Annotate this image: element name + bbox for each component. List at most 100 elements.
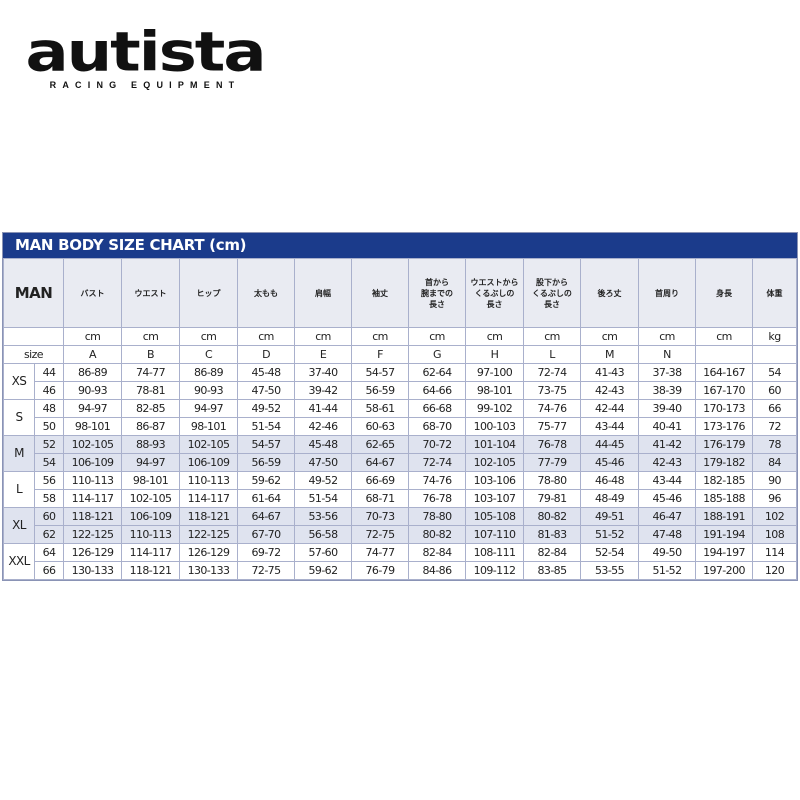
measurement-cell: 109-112 <box>465 561 524 580</box>
measurement-cell: 194-197 <box>695 543 753 562</box>
measurement-cell: 102-105 <box>121 489 180 508</box>
measurement-cell: 53-56 <box>294 507 352 526</box>
measurement-cell: 39-42 <box>294 381 352 400</box>
measurement-cell: 48-49 <box>580 489 639 508</box>
table-row: M 52 102-105 88-93 102-105 54-57 45-48 62-65 70-… <box>3 435 797 472</box>
measurement-cell: 70-72 <box>408 435 466 454</box>
measurement-cell: 47-50 <box>237 381 295 400</box>
measure-letter: F <box>351 345 409 364</box>
measurement-cell: 182-185 <box>695 471 753 490</box>
measurement-cell: 49-51 <box>580 507 639 526</box>
measurement-cell: 76-78 <box>523 435 581 454</box>
measurement-cell: 77-79 <box>523 453 581 472</box>
table-row: L 56 110-113 98-101 110-113 59-62 49-52 66-69 74… <box>3 471 797 508</box>
table-row: 58 114-117 102-105 114-117 61-64 51-54 68-71 76… <box>4 489 797 508</box>
measurement-cell: 106-109 <box>179 453 238 472</box>
measurement-cell: 86-89 <box>63 363 122 382</box>
measurement-cell: 99-102 <box>465 399 524 418</box>
measurement-cell: 86-89 <box>179 363 238 382</box>
measurement-cell: 42-43 <box>580 381 639 400</box>
measurement-cell: 66 <box>752 399 797 418</box>
logo-tagline: RACING EQUIPMENT <box>49 80 241 90</box>
measurement-cell: 72-74 <box>523 363 581 382</box>
size-group-label: S <box>3 399 35 436</box>
units-row: cm cm cm cm cm cm cm cm cm cm cm cm kg <box>3 327 797 346</box>
measurement-cell: 94-97 <box>121 453 180 472</box>
measurement-cell: 170-173 <box>695 399 753 418</box>
size-number: 62 <box>34 525 64 544</box>
measurement-cell: 173-176 <box>695 417 753 436</box>
measurement-cell: 90-93 <box>63 381 122 400</box>
svg-text:autista: autista <box>25 21 264 80</box>
table-row: 46 90-93 78-81 90-93 47-50 39-42 56-59 64-66 98-… <box>4 381 797 400</box>
corner-man-label: MAN <box>3 258 64 328</box>
unit-cell: kg <box>752 327 797 346</box>
measurement-cell: 96 <box>752 489 797 508</box>
measurement-cell: 72-75 <box>237 561 295 580</box>
size-group-label: XS <box>3 363 35 400</box>
measurement-cell: 108 <box>752 525 797 544</box>
measurement-cell: 49-52 <box>237 399 295 418</box>
size-number: 44 <box>34 363 64 382</box>
measurement-cell: 44-45 <box>580 435 639 454</box>
measurement-cell: 122-125 <box>179 525 238 544</box>
size-group-label: XXL <box>3 543 35 580</box>
measure-letter: A <box>63 345 122 364</box>
size-number: 54 <box>34 453 64 472</box>
measurement-cell: 42-43 <box>638 453 696 472</box>
measurement-cell: 54-57 <box>351 363 409 382</box>
measurement-cell: 98-101 <box>121 471 180 490</box>
table-row: 54 106-109 94-97 106-109 56-59 47-50 64-67 72-7… <box>4 453 797 472</box>
measurement-cell: 130-133 <box>63 561 122 580</box>
column-header: ウエスト <box>121 258 180 328</box>
measurement-cell: 72-75 <box>351 525 409 544</box>
measurement-cell: 51-54 <box>294 489 352 508</box>
table-row: 62 122-125 110-113 122-125 67-70 56-58 72-75 80… <box>4 525 797 544</box>
measurement-cell: 126-129 <box>63 543 122 562</box>
measurement-cell: 83-85 <box>523 561 581 580</box>
size-table: MAN バスト ウエスト ヒップ 太もも 肩幅 袖丈 首から 腕までの 長さ ウエストから くる… <box>3 258 797 580</box>
measurement-cell: 79-81 <box>523 489 581 508</box>
unit-cell: cm <box>351 327 409 346</box>
measurement-cell: 114-117 <box>121 543 180 562</box>
measurement-cell: 110-113 <box>63 471 122 490</box>
measurement-cell: 107-110 <box>465 525 524 544</box>
measure-letter: G <box>408 345 466 364</box>
measurement-cell: 105-108 <box>465 507 524 526</box>
measurement-cell: 49-52 <box>294 471 352 490</box>
measurement-cell: 122-125 <box>63 525 122 544</box>
column-header: 袖丈 <box>351 258 409 328</box>
measurement-cell: 60 <box>752 381 797 400</box>
measurement-cell: 120 <box>752 561 797 580</box>
measurement-cell: 45-46 <box>580 453 639 472</box>
measurement-cell: 51-54 <box>237 417 295 436</box>
measurement-cell: 103-106 <box>465 471 524 490</box>
measurement-cell: 51-52 <box>580 525 639 544</box>
measurement-cell: 114 <box>752 543 797 562</box>
measurement-cell: 88-93 <box>121 435 180 454</box>
measurement-cell: 51-52 <box>638 561 696 580</box>
measurement-cell: 101-104 <box>465 435 524 454</box>
autista-logo-mark: autista <box>25 21 266 84</box>
measurement-cell: 106-109 <box>121 507 180 526</box>
measurement-cell: 78-80 <box>408 507 466 526</box>
measurement-cell: 76-79 <box>351 561 409 580</box>
measurement-cell: 62-64 <box>408 363 466 382</box>
table-row: 50 98-101 86-87 98-101 51-54 42-46 60-63 68-70 1… <box>4 417 797 436</box>
measurement-cell: 74-76 <box>523 399 581 418</box>
measurement-cell: 42-46 <box>294 417 352 436</box>
measurement-cell: 118-121 <box>121 561 180 580</box>
measurement-cell: 78 <box>752 435 797 454</box>
size-group-label: L <box>3 471 35 508</box>
measurement-cell: 108-111 <box>465 543 524 562</box>
measurement-cell: 90-93 <box>179 381 238 400</box>
measurement-cell: 60-63 <box>351 417 409 436</box>
column-header: バスト <box>63 258 122 328</box>
measurement-cell: 67-70 <box>237 525 295 544</box>
measurement-cell: 100-103 <box>465 417 524 436</box>
measurement-cell: 46-47 <box>638 507 696 526</box>
column-header: 股下から くるぶしの 長さ <box>523 258 581 328</box>
measurement-cell: 72 <box>752 417 797 436</box>
measurement-cell: 37-38 <box>638 363 696 382</box>
measurement-cell: 81-83 <box>523 525 581 544</box>
